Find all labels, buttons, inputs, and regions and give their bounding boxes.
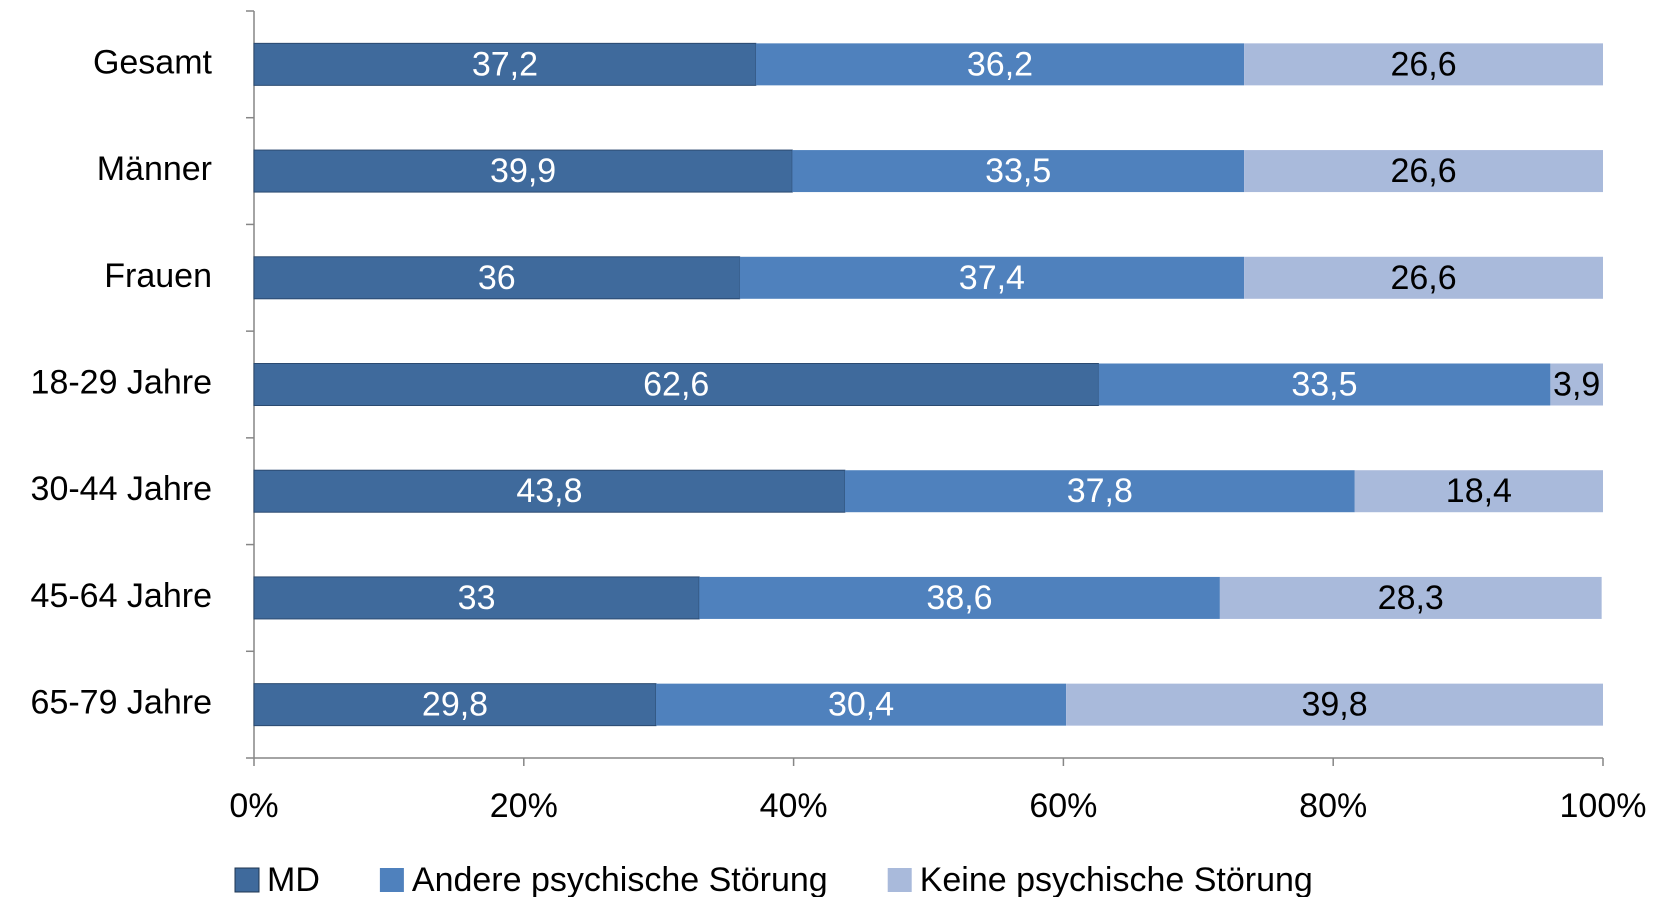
bar-segment (792, 150, 1245, 193)
bar-segment (1550, 363, 1603, 406)
bar-segment (253, 149, 793, 193)
bar-segment (253, 683, 657, 727)
data-label: 28,3 (1378, 579, 1444, 617)
bar-segment (755, 43, 1245, 86)
data-label: 26,6 (1390, 152, 1456, 190)
data-label: 39,8 (1301, 686, 1367, 724)
bar-segment (1244, 256, 1603, 299)
y-tick-label: 45-64 Jahre (31, 577, 212, 615)
data-label: 37,2 (472, 45, 538, 83)
data-label: 36 (478, 259, 516, 297)
bar-segment (739, 256, 1245, 299)
y-tick-label: Frauen (104, 257, 212, 295)
y-tick-label: Männer (97, 150, 212, 188)
legend-swatch (379, 868, 404, 892)
data-label: 43,8 (516, 472, 582, 510)
legend-label: Andere psychische Störung (412, 861, 828, 897)
data-label: 33,5 (985, 152, 1051, 190)
x-tick-label: 20% (490, 787, 558, 825)
bar-segment (699, 576, 1220, 619)
data-label: 62,6 (643, 365, 709, 403)
data-label: 38,6 (926, 579, 992, 617)
data-label: 39,9 (490, 152, 556, 190)
data-label: 37,8 (1067, 472, 1133, 510)
legend-label: Keine psychische Störung (920, 861, 1313, 897)
y-tick-label: 65-79 Jahre (31, 684, 212, 722)
data-label: 29,8 (422, 686, 488, 724)
data-label: 26,6 (1390, 259, 1456, 297)
y-tick-label: 18-29 Jahre (31, 363, 212, 401)
legend-label: MD (267, 861, 320, 897)
data-label: 33,5 (1291, 365, 1357, 403)
bar-segment (253, 469, 846, 513)
x-tick-label: 0% (229, 787, 278, 825)
bar-segment (253, 576, 700, 620)
x-tick-label: 100% (1560, 787, 1647, 825)
data-label: 33 (458, 579, 496, 617)
bar-segment (656, 683, 1067, 726)
data-label: 18,4 (1446, 472, 1512, 510)
bar-segment (1354, 470, 1603, 513)
x-tick-label: 80% (1299, 787, 1367, 825)
y-tick-label: Gesamt (93, 43, 213, 81)
bar-segment (253, 42, 757, 86)
bar-segment (1066, 683, 1603, 726)
x-tick-label: 60% (1029, 787, 1097, 825)
bar-segment (1098, 363, 1551, 406)
y-tick-label: 30-44 Jahre (31, 470, 212, 508)
bar-segment (1219, 576, 1602, 619)
bar-segment (1244, 150, 1603, 193)
data-label: 30,4 (828, 686, 894, 724)
bar-segment (253, 256, 741, 300)
data-label: 37,4 (959, 259, 1025, 297)
legend-swatch (234, 867, 260, 893)
bar-segment (1244, 43, 1603, 86)
data-label: 36,2 (967, 45, 1033, 83)
data-label: 3,9 (1553, 365, 1600, 403)
bar-segment (844, 470, 1355, 513)
x-tick-label: 40% (760, 787, 828, 825)
data-label: 26,6 (1390, 45, 1456, 83)
legend-swatch (887, 868, 912, 892)
